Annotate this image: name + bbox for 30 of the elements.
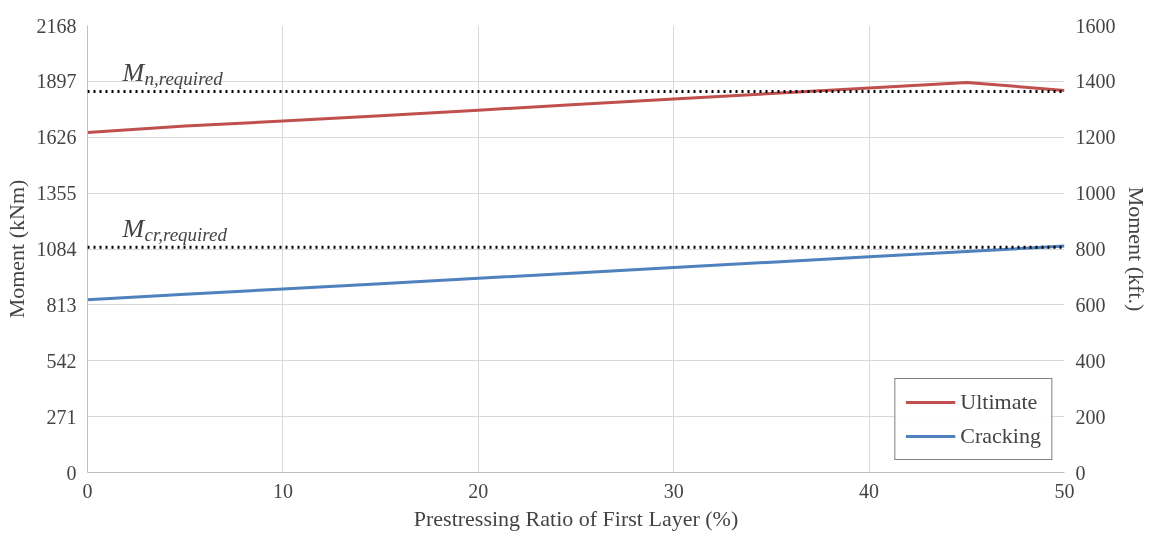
y2-tick-label: 400 xyxy=(1075,349,1106,372)
x-tick-label: 20 xyxy=(468,479,489,502)
x-tick-label: 30 xyxy=(663,479,684,502)
y2-tick-label: 1200 xyxy=(1075,126,1116,149)
y-tick-label: 1626 xyxy=(36,126,77,149)
x-axis-title: Prestressing Ratio of First Layer (%) xyxy=(413,505,739,531)
x-tick-label: 40 xyxy=(859,479,880,502)
legend-label: Cracking xyxy=(960,423,1041,449)
y2-axis-title: Moment (kft.) xyxy=(1123,186,1149,312)
y-tick-label: 0 xyxy=(66,461,77,484)
y-axis-title: Moment (kNm) xyxy=(3,179,29,319)
y2-tick-label: 0 xyxy=(1075,461,1086,484)
y2-tick-label: 800 xyxy=(1075,238,1106,260)
y-tick-label: 542 xyxy=(46,349,77,372)
y2-tick-label: 1400 xyxy=(1075,70,1116,93)
y-tick-label: 2168 xyxy=(36,14,77,37)
y2-tick-label: 600 xyxy=(1075,293,1106,316)
y-tick-label: 1897 xyxy=(36,70,77,93)
y2-tick-label: 1000 xyxy=(1075,182,1116,205)
y2-tick-label: 1600 xyxy=(1075,14,1116,37)
line-series xyxy=(87,244,1065,302)
x-tick-label: 10 xyxy=(272,479,293,502)
y-tick-label: 1355 xyxy=(36,182,77,205)
x-tick-label: 0 xyxy=(82,479,93,502)
legend-label: Ultimate xyxy=(960,389,1038,415)
x-tick-label: 50 xyxy=(1054,479,1075,502)
y-tick-label: 271 xyxy=(46,405,77,428)
y-tick-label: 1084 xyxy=(36,238,77,260)
y2-tick-label: 200 xyxy=(1075,405,1106,428)
y-tick-label: 813 xyxy=(46,293,77,316)
